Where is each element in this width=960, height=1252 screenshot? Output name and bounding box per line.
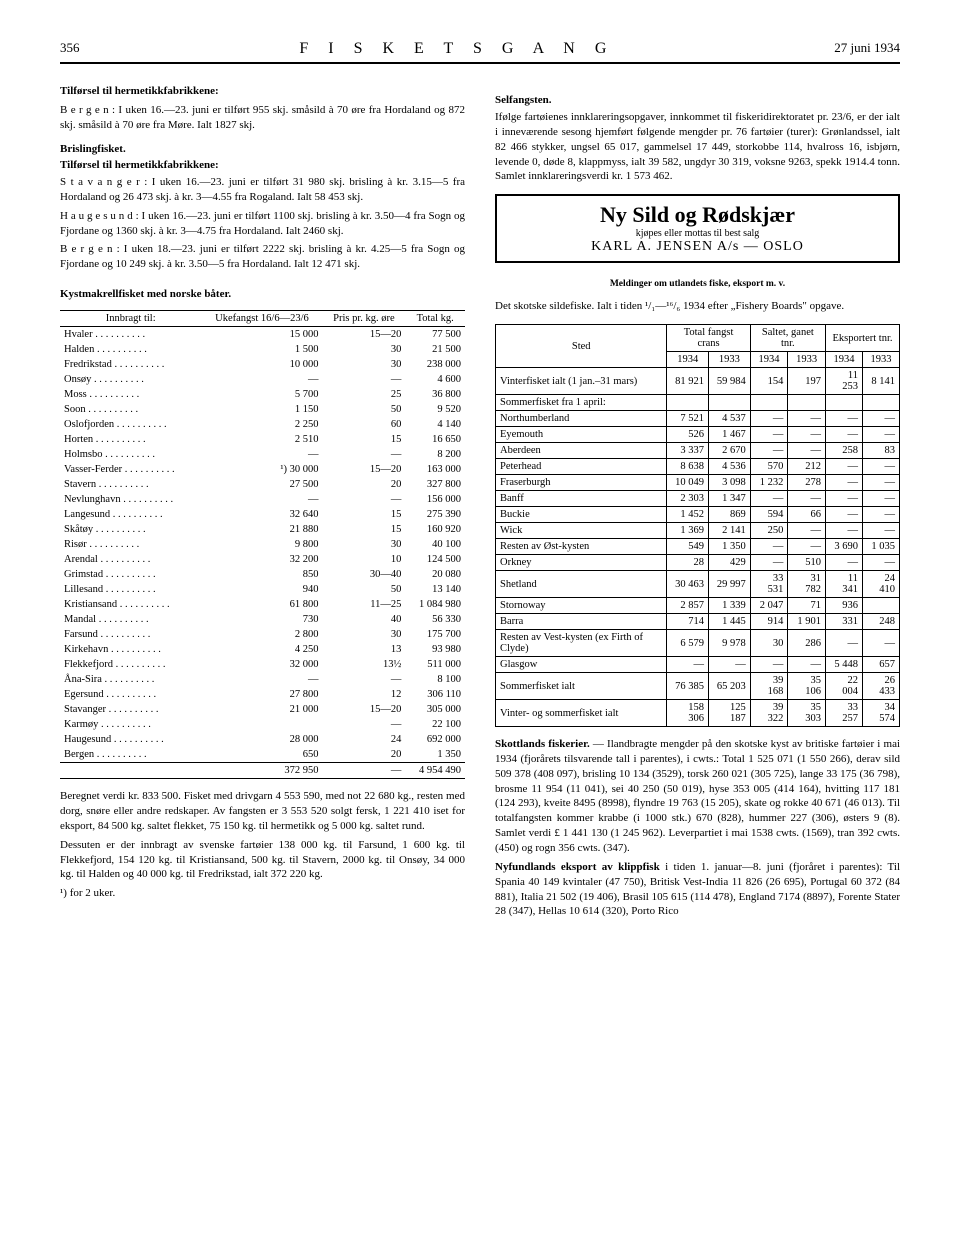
table-row: Holmsbo . . . . . . . . . .——8 200	[60, 447, 465, 462]
th2-eksport: Eksportert tnr.	[825, 325, 899, 352]
table-row: Oslofjorden . . . . . . . . . .2 250604 …	[60, 417, 465, 432]
meldinger-caption: Meldinger om utlandets fiske, eksport m.…	[495, 279, 900, 289]
page-date: 27 juni 1934	[834, 40, 900, 58]
table-row: Bergen . . . . . . . . . .650201 350	[60, 747, 465, 763]
table-row: Glasgow————5 448657	[496, 657, 900, 673]
left-para1: Beregnet verdi kr. 833 500. Fisket med d…	[60, 789, 465, 834]
table-row: Horten . . . . . . . . . .2 5101516 650	[60, 432, 465, 447]
haugesund-text: H a u g e s u n d : I uken 16.—23. juni …	[60, 209, 465, 239]
th-total: Total kg.	[405, 311, 465, 327]
kystmakrell-table: Innbragt til: Ukefangst 16/6—23/6 Pris p…	[60, 310, 465, 779]
kyst-title: Kystmakrellfisket med norske båter.	[60, 288, 465, 300]
th-ukefangst: Ukefangst 16/6—23/6	[201, 311, 322, 327]
th2-y5: 1934	[825, 352, 862, 368]
th-pris: Pris pr. kg. øre	[323, 311, 406, 327]
table-row: Nevlunghavn . . . . . . . . . .——156 000	[60, 492, 465, 507]
table-row: Egersund . . . . . . . . . .27 80012306 …	[60, 687, 465, 702]
total-pris: —	[323, 763, 406, 779]
table-row: Barra7141 4459141 901331248	[496, 614, 900, 630]
th2-y6: 1933	[862, 352, 899, 368]
main-columns: Tilførsel til hermetikkfabrikkene: B e r…	[60, 84, 900, 923]
page-header: 356 F I S K E T S G A N G 27 juni 1934	[60, 40, 900, 64]
table-row: Sommerfisket fra 1 april:	[496, 395, 900, 411]
sum1-label: Sommerfisket ialt	[496, 673, 667, 700]
brisling-sub: Tilførsel til hermetikkfabrikkene:	[60, 159, 465, 171]
table-row: Resten av Øst-kysten5491 350——3 6901 035	[496, 539, 900, 555]
table-row: Karmøy . . . . . . . . . .—22 100	[60, 717, 465, 732]
footnote: ¹) for 2 uker.	[60, 886, 465, 901]
table-row: Flekkefjord . . . . . . . . . .32 00013½…	[60, 657, 465, 672]
nyfundland-para: Nyfundlands eksport av klippfisk i tiden…	[495, 860, 900, 919]
left-para2: Dessuten er der innbragt av svenske fart…	[60, 838, 465, 883]
table-row: Resten av Vest-kysten (ex Firth of Clyde…	[496, 630, 900, 657]
table-row: Banff2 3031 347————	[496, 491, 900, 507]
table-row: Fraserburgh10 0493 0981 232278——	[496, 475, 900, 491]
th2-total: Total fangst crans	[667, 325, 750, 352]
th-place: Innbragt til:	[60, 311, 201, 327]
table-row: Soon . . . . . . . . . .1 150509 520	[60, 402, 465, 417]
table-row: Åna-Sira . . . . . . . . . .——8 100	[60, 672, 465, 687]
right-column: Selfangsten. Ifølge fartøienes innklarer…	[495, 84, 900, 923]
th2-y2: 1933	[709, 352, 751, 368]
selfangsten-text: Ifølge fartøienes innklareringsopgaver, …	[495, 110, 900, 184]
table-row: Stornoway2 8571 3392 04771936	[496, 598, 900, 614]
det-skotske: Det skotske sildefiske. Ialt i tiden ¹/₁…	[495, 299, 900, 314]
table-row: Halden . . . . . . . . . .1 5003021 500	[60, 342, 465, 357]
table-row: Grimstad . . . . . . . . . .85030—4020 0…	[60, 567, 465, 582]
ad-line3: KARL A. JENSEN A/s — OSLO	[503, 239, 892, 255]
table-row: Kristiansand . . . . . . . . . .61 80011…	[60, 597, 465, 612]
skottland-para: Skottlands fiskerier. — Ilandbragte meng…	[495, 737, 900, 856]
table-row: Orkney28429—510——	[496, 555, 900, 571]
table-row: Risør . . . . . . . . . .9 8003040 100	[60, 537, 465, 552]
tilforsel-heading: Tilførsel til hermetikkfabrikkene:	[60, 84, 465, 99]
table-row: Buckie1 45286959466——	[496, 507, 900, 523]
page-title: F I S K E T S G A N G	[299, 40, 614, 58]
stavanger-text: S t a v a n g e r : I uken 16.—23. juni …	[60, 175, 465, 205]
table-row: Skåtøy . . . . . . . . . .21 88015160 92…	[60, 522, 465, 537]
table-row: Langesund . . . . . . . . . .32 64015275…	[60, 507, 465, 522]
ad-line1: Ny Sild og Rødskjær	[503, 202, 892, 228]
table-row: Stavern . . . . . . . . . .27 50020327 8…	[60, 477, 465, 492]
th2-y3: 1934	[750, 352, 788, 368]
th2-y4: 1933	[788, 352, 826, 368]
ad-box: Ny Sild og Rødskjær kjøpes eller mottas …	[495, 194, 900, 263]
table-row: Farsund . . . . . . . . . .2 80030175 70…	[60, 627, 465, 642]
table-row: Moss . . . . . . . . . .5 7002536 800	[60, 387, 465, 402]
sum2-label: Vinter- og sommerfisket ialt	[496, 700, 667, 727]
bergen2-text: B e r g e n : I uken 18.—23. juni er til…	[60, 242, 465, 272]
selfangsten-title: Selfangsten.	[495, 94, 900, 106]
th2-saltet: Saltet, ganet tnr.	[750, 325, 825, 352]
table-row: Hvaler . . . . . . . . . .15 00015—2077 …	[60, 327, 465, 343]
ad-line2: kjøpes eller mottas til best salg	[503, 228, 892, 239]
table-row: Eyemouth5261 467————	[496, 427, 900, 443]
page-number: 356	[60, 40, 80, 58]
brisling-title: Brislingfisket.	[60, 143, 465, 155]
table-row: Vasser-Ferder . . . . . . . . . .¹) 30 0…	[60, 462, 465, 477]
table-row: Wick1 3692 141250———	[496, 523, 900, 539]
table-row: Mandal . . . . . . . . . .7304056 330	[60, 612, 465, 627]
table-row: Aberdeen3 3372 670——25883	[496, 443, 900, 459]
table-row: Onsøy . . . . . . . . . .——4 600	[60, 372, 465, 387]
table-row: Kirkehavn . . . . . . . . . .4 2501393 9…	[60, 642, 465, 657]
left-column: Tilførsel til hermetikkfabrikkene: B e r…	[60, 84, 465, 923]
bergen-text: B e r g e n : I uken 16.—23. juni er til…	[60, 103, 465, 133]
th2-sted: Sted	[496, 325, 667, 368]
total-label	[60, 763, 201, 779]
total-kg: 4 954 490	[405, 763, 465, 779]
table-row: Arendal . . . . . . . . . .32 20010124 5…	[60, 552, 465, 567]
table-row: Shetland30 46329 99733 53131 78211 34124…	[496, 571, 900, 598]
table-row: Lillesand . . . . . . . . . .9405013 140	[60, 582, 465, 597]
th2-y1: 1934	[667, 352, 709, 368]
scottish-table: Sted Total fangst crans Saltet, ganet tn…	[495, 324, 900, 727]
table-row: Fredrikstad . . . . . . . . . .10 000302…	[60, 357, 465, 372]
table-row: Northumberland7 5214 537————	[496, 411, 900, 427]
total-uke: 372 950	[201, 763, 322, 779]
table-row: Peterhead8 6384 536570212——	[496, 459, 900, 475]
table-row: Haugesund . . . . . . . . . .28 00024692…	[60, 732, 465, 747]
table-row: Vinterfisket ialt (1 jan.–31 mars)81 921…	[496, 368, 900, 395]
table-row: Stavanger . . . . . . . . . .21 00015—20…	[60, 702, 465, 717]
